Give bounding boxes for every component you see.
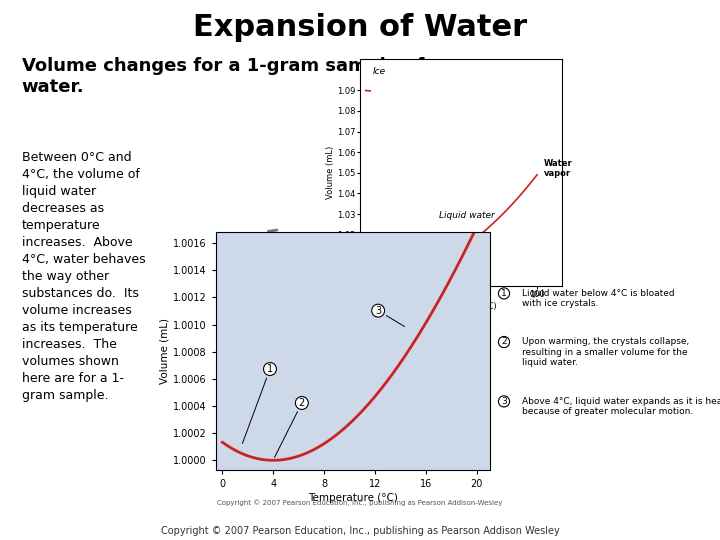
Text: Water
vapor: Water vapor (544, 159, 572, 178)
Text: Ice: Ice (373, 67, 386, 76)
X-axis label: Temperature (°C): Temperature (°C) (308, 493, 397, 503)
Text: 1: 1 (501, 289, 507, 298)
Text: Above 4°C, liquid water expands as it is heated
because of greater molecular mot: Above 4°C, liquid water expands as it is… (522, 397, 720, 416)
Y-axis label: Volume (mL): Volume (mL) (325, 146, 335, 199)
Text: Copyright © 2007 Pearson Education, Inc., publishing as Pearson Addison-Wesley: Copyright © 2007 Pearson Education, Inc.… (217, 500, 503, 506)
Text: 2: 2 (501, 338, 507, 347)
X-axis label: Temperature (°C): Temperature (°C) (425, 302, 497, 311)
Y-axis label: Volume (mL): Volume (mL) (159, 318, 169, 384)
Text: Between 0°C and
4°C, the volume of
liquid water
decreases as
temperature
increas: Between 0°C and 4°C, the volume of liqui… (22, 151, 145, 402)
Text: Liquid water: Liquid water (438, 211, 495, 220)
Text: Volume changes for a 1-gram sample of
water.: Volume changes for a 1-gram sample of wa… (22, 57, 424, 96)
Text: 3: 3 (501, 397, 507, 406)
Text: Liquid water below 4°C is bloated
with ice crystals.: Liquid water below 4°C is bloated with i… (522, 289, 675, 308)
Text: 1: 1 (243, 364, 273, 443)
Text: 2: 2 (274, 398, 305, 457)
Bar (373, 268, 386, 278)
Text: Expansion of Water: Expansion of Water (193, 14, 527, 43)
Text: Upon warming, the crystals collapse,
resulting in a smaller volume for the
liqui: Upon warming, the crystals collapse, res… (522, 338, 689, 367)
Text: Copyright © 2007 Pearson Education, Inc., publishing as Pearson Addison Wesley: Copyright © 2007 Pearson Education, Inc.… (161, 526, 559, 537)
Text: 3: 3 (375, 306, 405, 327)
